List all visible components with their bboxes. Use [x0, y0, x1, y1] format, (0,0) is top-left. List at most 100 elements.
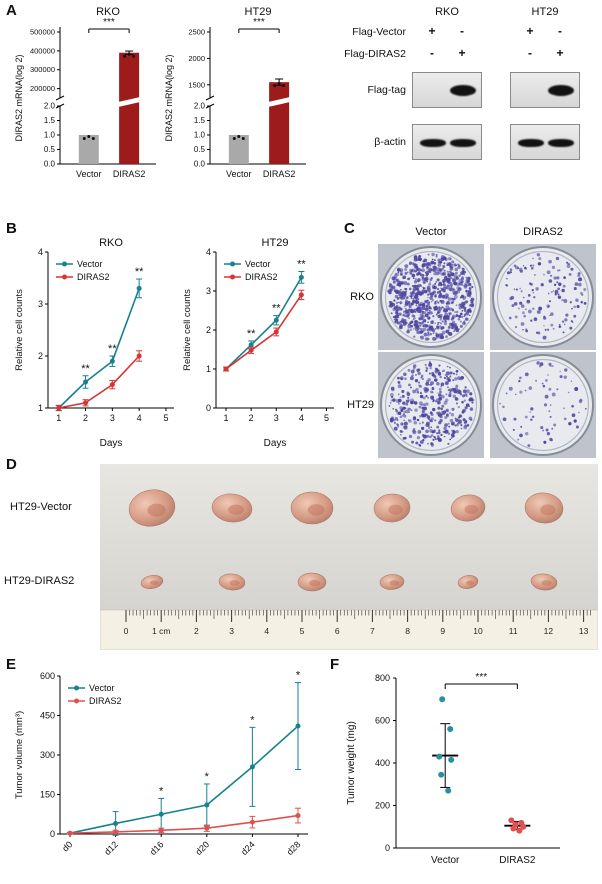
panel-label-f: F [330, 656, 340, 673]
panel-label-d: D [6, 456, 17, 473]
svg-text:*: * [296, 670, 301, 682]
dish-svg [378, 352, 484, 458]
svg-text:150: 150 [40, 790, 55, 800]
dish-svg [378, 244, 484, 350]
tumor [140, 575, 164, 589]
series-diras2 [69, 814, 299, 835]
svg-text:2: 2 [206, 325, 211, 335]
scatter-point [516, 827, 523, 834]
ruler [100, 609, 598, 650]
svg-text:200000: 200000 [30, 84, 55, 93]
series-diras2 [58, 355, 140, 409]
tumor-row-label-diras2: HT29-DIRAS2 [4, 575, 75, 587]
scatter-point [438, 771, 445, 778]
blot-band [420, 139, 446, 147]
wb-label-beta-actin: β-actin [374, 136, 406, 148]
svg-text:600: 600 [375, 716, 390, 726]
svg-text:2000: 2000 [188, 54, 205, 63]
svg-text:4: 4 [299, 413, 304, 423]
panel-label-b: B [6, 220, 17, 237]
svg-text:4: 4 [38, 247, 43, 257]
svg-text:***: *** [103, 17, 115, 28]
svg-text:1500: 1500 [188, 80, 205, 89]
svg-text:400: 400 [375, 758, 390, 768]
svg-text:**: ** [247, 328, 256, 340]
panel-label-e: E [6, 656, 17, 673]
svg-text:3: 3 [110, 413, 115, 423]
svg-text:5: 5 [324, 413, 329, 423]
western-blot: RKO HT29 Flag-Vector + - + - Flag-DIRAS2… [316, 2, 602, 206]
svg-text:1.0: 1.0 [194, 131, 206, 140]
bar-vector [78, 135, 99, 164]
svg-text:0.0: 0.0 [44, 160, 56, 169]
wb-sign-fv-rko-2: - [460, 24, 464, 38]
svg-text:4: 4 [206, 247, 211, 257]
svg-text:5: 5 [163, 413, 168, 423]
svg-text:1: 1 [224, 413, 229, 423]
bar-diras2 [269, 82, 290, 164]
scatter-point [436, 753, 443, 760]
svg-text:13: 13 [579, 626, 589, 636]
wb-sign-fv-ht29-1: + [526, 24, 534, 38]
svg-text:DIRAS2: DIRAS2 [89, 696, 122, 706]
svg-text:*: * [159, 785, 164, 797]
svg-text:Vector: Vector [245, 259, 271, 269]
svg-text:300: 300 [40, 750, 55, 760]
svg-text:***: *** [475, 672, 487, 683]
wb-sign-fd-ht29-1: - [528, 46, 532, 60]
svg-text:DIRAS2: DIRAS2 [77, 272, 110, 282]
dish-rko-diras2 [490, 244, 596, 350]
bar-vector [228, 135, 249, 164]
svg-text:d0: d0 [60, 839, 74, 853]
wb-sign-fd-rko-2: + [458, 46, 466, 60]
svg-text:Relative cell counts: Relative cell counts [14, 289, 25, 371]
wb-sign-fv-ht29-2: - [558, 24, 562, 38]
svg-text:200: 200 [375, 801, 390, 811]
svg-text:RKO: RKO [99, 237, 123, 249]
svg-text:2: 2 [83, 413, 88, 423]
growth-chart-rko: 1 2 3 4 5 1 2 3 4 RKO Days Relative cell counts ** **… [12, 234, 182, 452]
svg-text:1 cm: 1 cm [152, 626, 170, 636]
svg-text:9: 9 [440, 626, 445, 636]
svg-text:DIRAS2: DIRAS2 [245, 272, 278, 282]
wb-label-flag-tag: Flag-tag [367, 84, 406, 96]
svg-text:1: 1 [38, 403, 43, 413]
qpcr_rko-svg: RKO 200000 300000 400000 500000 0.0 0.5 1.0 1.5 2… [14, 6, 156, 179]
svg-text:1: 1 [206, 364, 211, 374]
colony-header-vector: Vector [415, 226, 447, 238]
svg-text:12: 12 [544, 626, 554, 636]
svg-text:0: 0 [385, 843, 390, 853]
wb-cellline-rko: RKO [435, 6, 459, 18]
svg-text:1: 1 [56, 413, 61, 423]
svg-text:Vector: Vector [77, 259, 103, 269]
tumor-volume-chart: d0 d12 d16 d20 d24 d28 0 150 300 450 600 Tumor volu… [12, 662, 324, 882]
svg-text:Vector: Vector [226, 169, 252, 179]
svg-text:10: 10 [473, 626, 483, 636]
svg-text:600: 600 [40, 671, 55, 681]
svg-text:0.0: 0.0 [194, 160, 206, 169]
svg-text:0: 0 [50, 829, 55, 839]
svg-text:**: ** [272, 303, 281, 315]
wb-label-flag-vector: Flag-Vector [352, 26, 406, 38]
bar-diras2 [119, 52, 140, 164]
svg-text:6: 6 [335, 626, 340, 636]
svg-text:Days: Days [100, 438, 123, 449]
svg-text:1.5: 1.5 [194, 116, 206, 125]
svg-text:***: *** [253, 17, 265, 28]
tumor-weight-chart: 0 200 400 600 800 Tumor weight (mg) Vector DIRA… [342, 662, 594, 882]
svg-text:d12: d12 [102, 839, 120, 857]
scatter-point [439, 696, 446, 703]
svg-text:DIRAS2: DIRAS2 [113, 169, 146, 179]
tumor [297, 572, 327, 592]
series-vector [58, 288, 140, 409]
svg-text:800: 800 [375, 673, 390, 683]
svg-text:2.0: 2.0 [44, 102, 56, 111]
svg-text:HT29: HT29 [262, 237, 289, 249]
dish-svg [490, 352, 596, 458]
scatter-point [448, 756, 455, 763]
svg-text:4: 4 [137, 413, 142, 423]
tumor_weight-svg: 0 200 400 600 800 Tumor weight (mg) Vector DIRA… [346, 672, 560, 866]
scatter-point [447, 726, 454, 732]
dish-rko-vector [378, 244, 484, 350]
